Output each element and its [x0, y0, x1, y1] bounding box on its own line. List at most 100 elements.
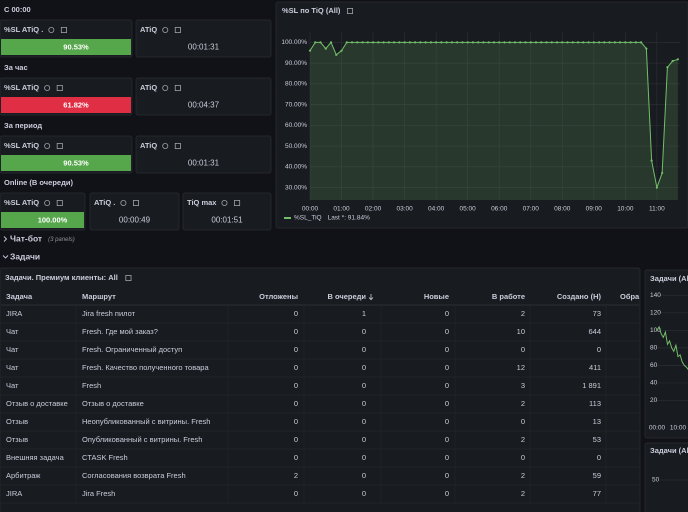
link-icon[interactable] [132, 199, 139, 206]
column-header[interactable]: Задача [6, 292, 33, 301]
link-icon[interactable] [174, 85, 181, 92]
table-cell: 13 [593, 417, 601, 426]
table-cell: 2 [521, 489, 525, 498]
point [477, 41, 480, 44]
column-header[interactable]: Новые [424, 292, 449, 301]
column-header[interactable]: В очереди [327, 292, 366, 301]
info-icon[interactable] [162, 142, 169, 149]
point [597, 41, 601, 44]
panel-title: ATiQ [140, 141, 157, 150]
link-icon[interactable] [56, 142, 63, 149]
table-cell: 0 [294, 327, 298, 336]
link-icon[interactable] [174, 142, 181, 149]
point [314, 41, 317, 44]
column-header[interactable]: Обра [620, 292, 640, 301]
point [471, 41, 475, 44]
point [629, 41, 632, 44]
info-icon[interactable] [44, 142, 51, 149]
panel-title: %SL ATiQ . [4, 25, 43, 34]
value-bar [1, 97, 131, 113]
row-title[interactable]: Чат-бот [10, 233, 42, 243]
point [571, 41, 574, 44]
table-cell: 2 [294, 471, 298, 480]
link-icon[interactable] [56, 199, 63, 206]
point [466, 41, 469, 44]
area [310, 42, 678, 201]
link-icon[interactable] [125, 274, 132, 281]
column-header[interactable]: Отложены [259, 292, 298, 301]
point [508, 41, 511, 44]
table-cell: 73 [593, 309, 601, 318]
table-cell: Fresh. Качество полученного товара [82, 363, 209, 372]
point [435, 41, 438, 44]
y-tick-label: 90.00% [285, 60, 307, 67]
info-icon[interactable] [44, 199, 51, 206]
point [387, 41, 390, 44]
column-header[interactable]: Создано (Н) [557, 292, 602, 301]
info-icon[interactable] [48, 26, 55, 33]
y-tick-label: 50.00% [285, 143, 307, 150]
link-icon[interactable] [174, 26, 181, 33]
table-cell: 644 [588, 327, 601, 336]
y-tick-label: 50 [652, 477, 660, 484]
x-tick-label: 06:00 [491, 206, 508, 213]
x-tick-label: 09:00 [586, 206, 603, 213]
table-cell: Опубликованный с витрины. Fresh [82, 435, 202, 444]
info-icon[interactable] [162, 26, 169, 33]
table-cell: Отзыв о доставке [6, 399, 68, 408]
y-tick-label: 100 [650, 327, 661, 334]
point [440, 41, 443, 44]
table-cell: Чат [6, 381, 19, 390]
column-header[interactable]: Маршрут [82, 292, 116, 301]
table-cell: Fresh. Где мой заказ? [82, 327, 158, 336]
stat-value: 100.00% [38, 215, 68, 224]
table-cell: 0 [445, 453, 449, 462]
table-cell: 0 [294, 399, 298, 408]
point [361, 41, 364, 44]
panel-title: Задачи (All [650, 446, 688, 455]
point [408, 41, 411, 44]
panel [89, 192, 180, 231]
info-icon[interactable] [120, 199, 127, 206]
table-cell: 0 [445, 381, 449, 390]
panel [135, 77, 272, 116]
stat-value: 00:01:31 [188, 159, 220, 168]
table-cell: Арбитраж [6, 471, 40, 480]
row-note: (3 panels) [48, 237, 75, 243]
x-tick-label: 07:00 [523, 206, 540, 213]
x-tick-label: 03:00 [396, 206, 413, 213]
panel [275, 1, 688, 229]
point [350, 41, 354, 44]
table-cell: 59 [593, 471, 601, 480]
table-cell: 0 [362, 417, 366, 426]
table-cell: Jira fresh пилот [82, 309, 136, 318]
panel [0, 267, 641, 512]
row-title[interactable]: Задачи [10, 251, 40, 261]
table-cell: 77 [593, 489, 601, 498]
link-icon[interactable] [347, 7, 354, 14]
chevron[interactable] [2, 255, 9, 259]
table-cell: 0 [362, 453, 366, 462]
point [429, 41, 432, 44]
x-tick-label: 00:00 [302, 206, 319, 213]
info-icon[interactable] [221, 199, 228, 206]
link-icon[interactable] [60, 26, 67, 33]
column-header[interactable]: В работе [492, 292, 525, 301]
point [519, 41, 522, 44]
table-cell: 1 [362, 309, 366, 318]
point [482, 41, 485, 44]
link-icon[interactable] [56, 85, 63, 92]
line [656, 325, 688, 370]
point [529, 41, 532, 44]
table-cell: Чат [6, 327, 19, 336]
chevron[interactable] [3, 236, 8, 242]
link-icon[interactable] [234, 199, 241, 206]
info-icon[interactable] [162, 85, 169, 92]
x-tick-label: 02:00 [365, 206, 382, 213]
chart-title: %SL по TiQ (All) [282, 6, 341, 15]
point [634, 41, 637, 44]
info-icon[interactable] [44, 85, 51, 92]
point [492, 41, 496, 44]
point [335, 53, 338, 56]
table-cell: JIRA [6, 309, 22, 318]
